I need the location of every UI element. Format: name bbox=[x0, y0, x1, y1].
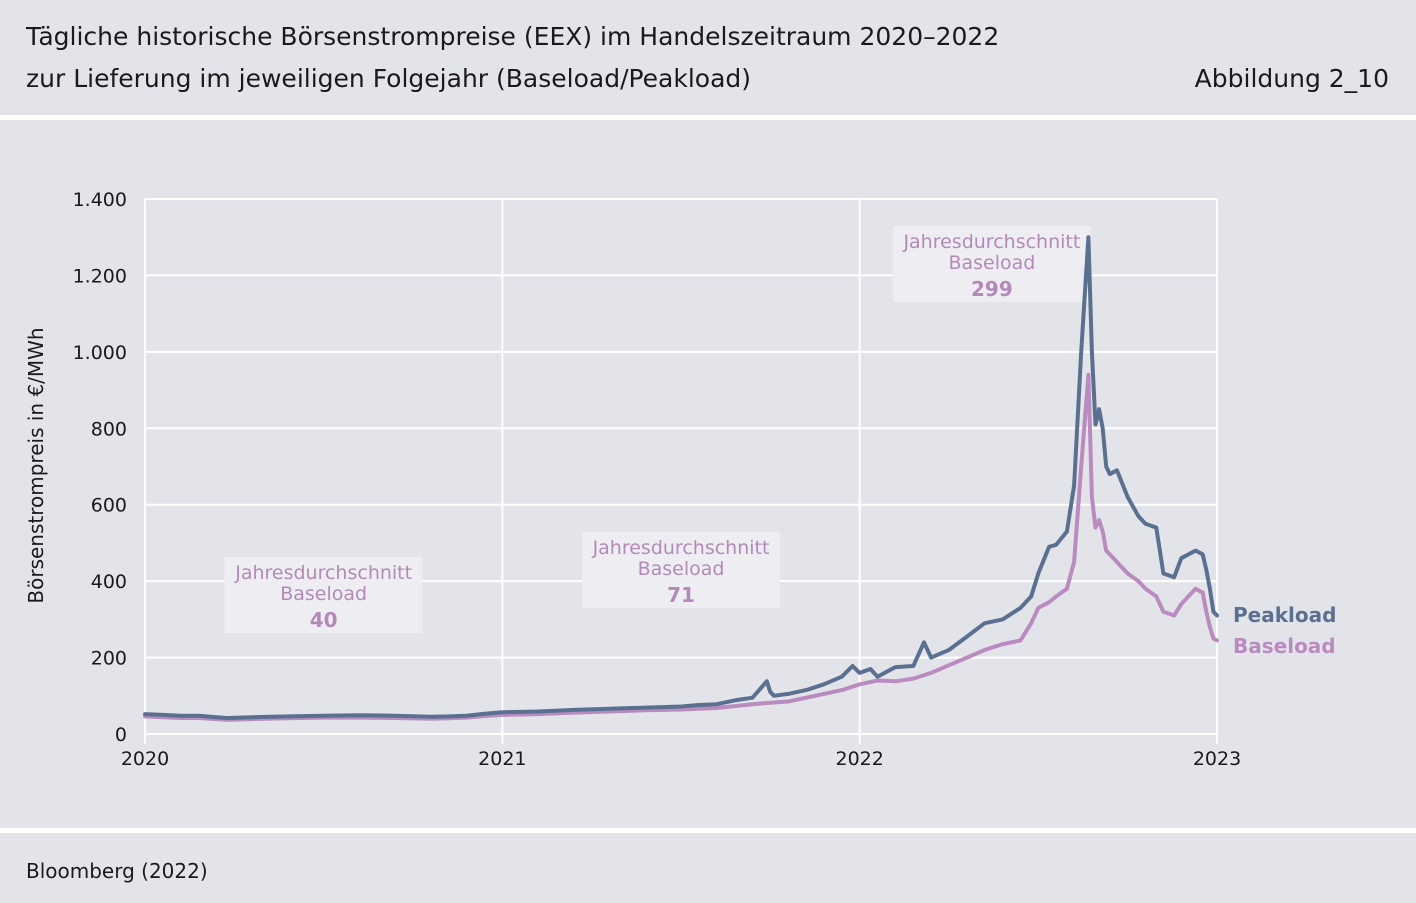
y-tick-label: 1.400 bbox=[73, 189, 127, 211]
footer-divider bbox=[0, 828, 1416, 833]
annotation-box bbox=[582, 532, 780, 608]
y-tick-label: 600 bbox=[91, 495, 127, 517]
y-tick-label: 800 bbox=[91, 418, 127, 440]
figure-label: Abbildung 2_10 bbox=[1194, 64, 1389, 93]
annotation-label: Jahresdurchschnitt bbox=[902, 231, 1080, 253]
annotation-value: 71 bbox=[667, 583, 695, 607]
header-divider bbox=[0, 115, 1416, 120]
source-note: Bloomberg (2022) bbox=[26, 859, 208, 883]
x-tick-label: 2022 bbox=[835, 748, 883, 770]
series-line-peakload bbox=[143, 235, 1219, 720]
annotation-label: Baseload bbox=[948, 252, 1035, 274]
annotation-box bbox=[892, 226, 1091, 302]
x-tick-label: 2023 bbox=[1193, 748, 1241, 770]
x-tick-label: 2021 bbox=[478, 748, 526, 770]
annotation-value: 40 bbox=[310, 608, 338, 632]
annotation-label: Jahresdurchschnitt bbox=[592, 537, 770, 559]
x-tick-label: 2020 bbox=[121, 748, 169, 770]
y-tick-label: 0 bbox=[115, 724, 127, 746]
y-tick-label: 1.200 bbox=[73, 265, 127, 287]
y-tick-label: 200 bbox=[91, 648, 127, 670]
chart-title-line-2: zur Lieferung im jeweiligen Folgejahr (B… bbox=[26, 64, 752, 93]
legend-label-baseload: Baseload bbox=[1233, 634, 1336, 658]
annotation-box bbox=[224, 557, 423, 633]
annotation-label: Baseload bbox=[638, 558, 725, 580]
legend-label-peakload: Peakload bbox=[1233, 603, 1336, 627]
chart-title-line-1: Tägliche historische Börsenstrompreise (… bbox=[26, 22, 1000, 51]
line-chart: 0 200 400 600 800 1.000 1.200 1.400 2020 2021 2022… bbox=[24, 189, 1336, 770]
annotation-label: Jahresdurchschnitt bbox=[234, 562, 412, 584]
annotation-label: Baseload bbox=[280, 583, 367, 605]
y-tick-label: 1.000 bbox=[73, 342, 127, 364]
annotation-value: 299 bbox=[971, 277, 1013, 301]
y-axis-label: Börsenstrompreis in €/MWh bbox=[24, 327, 48, 603]
y-tick-label: 400 bbox=[91, 571, 127, 593]
header: Tägliche historische Börsenstrompreise (… bbox=[0, 0, 1416, 115]
